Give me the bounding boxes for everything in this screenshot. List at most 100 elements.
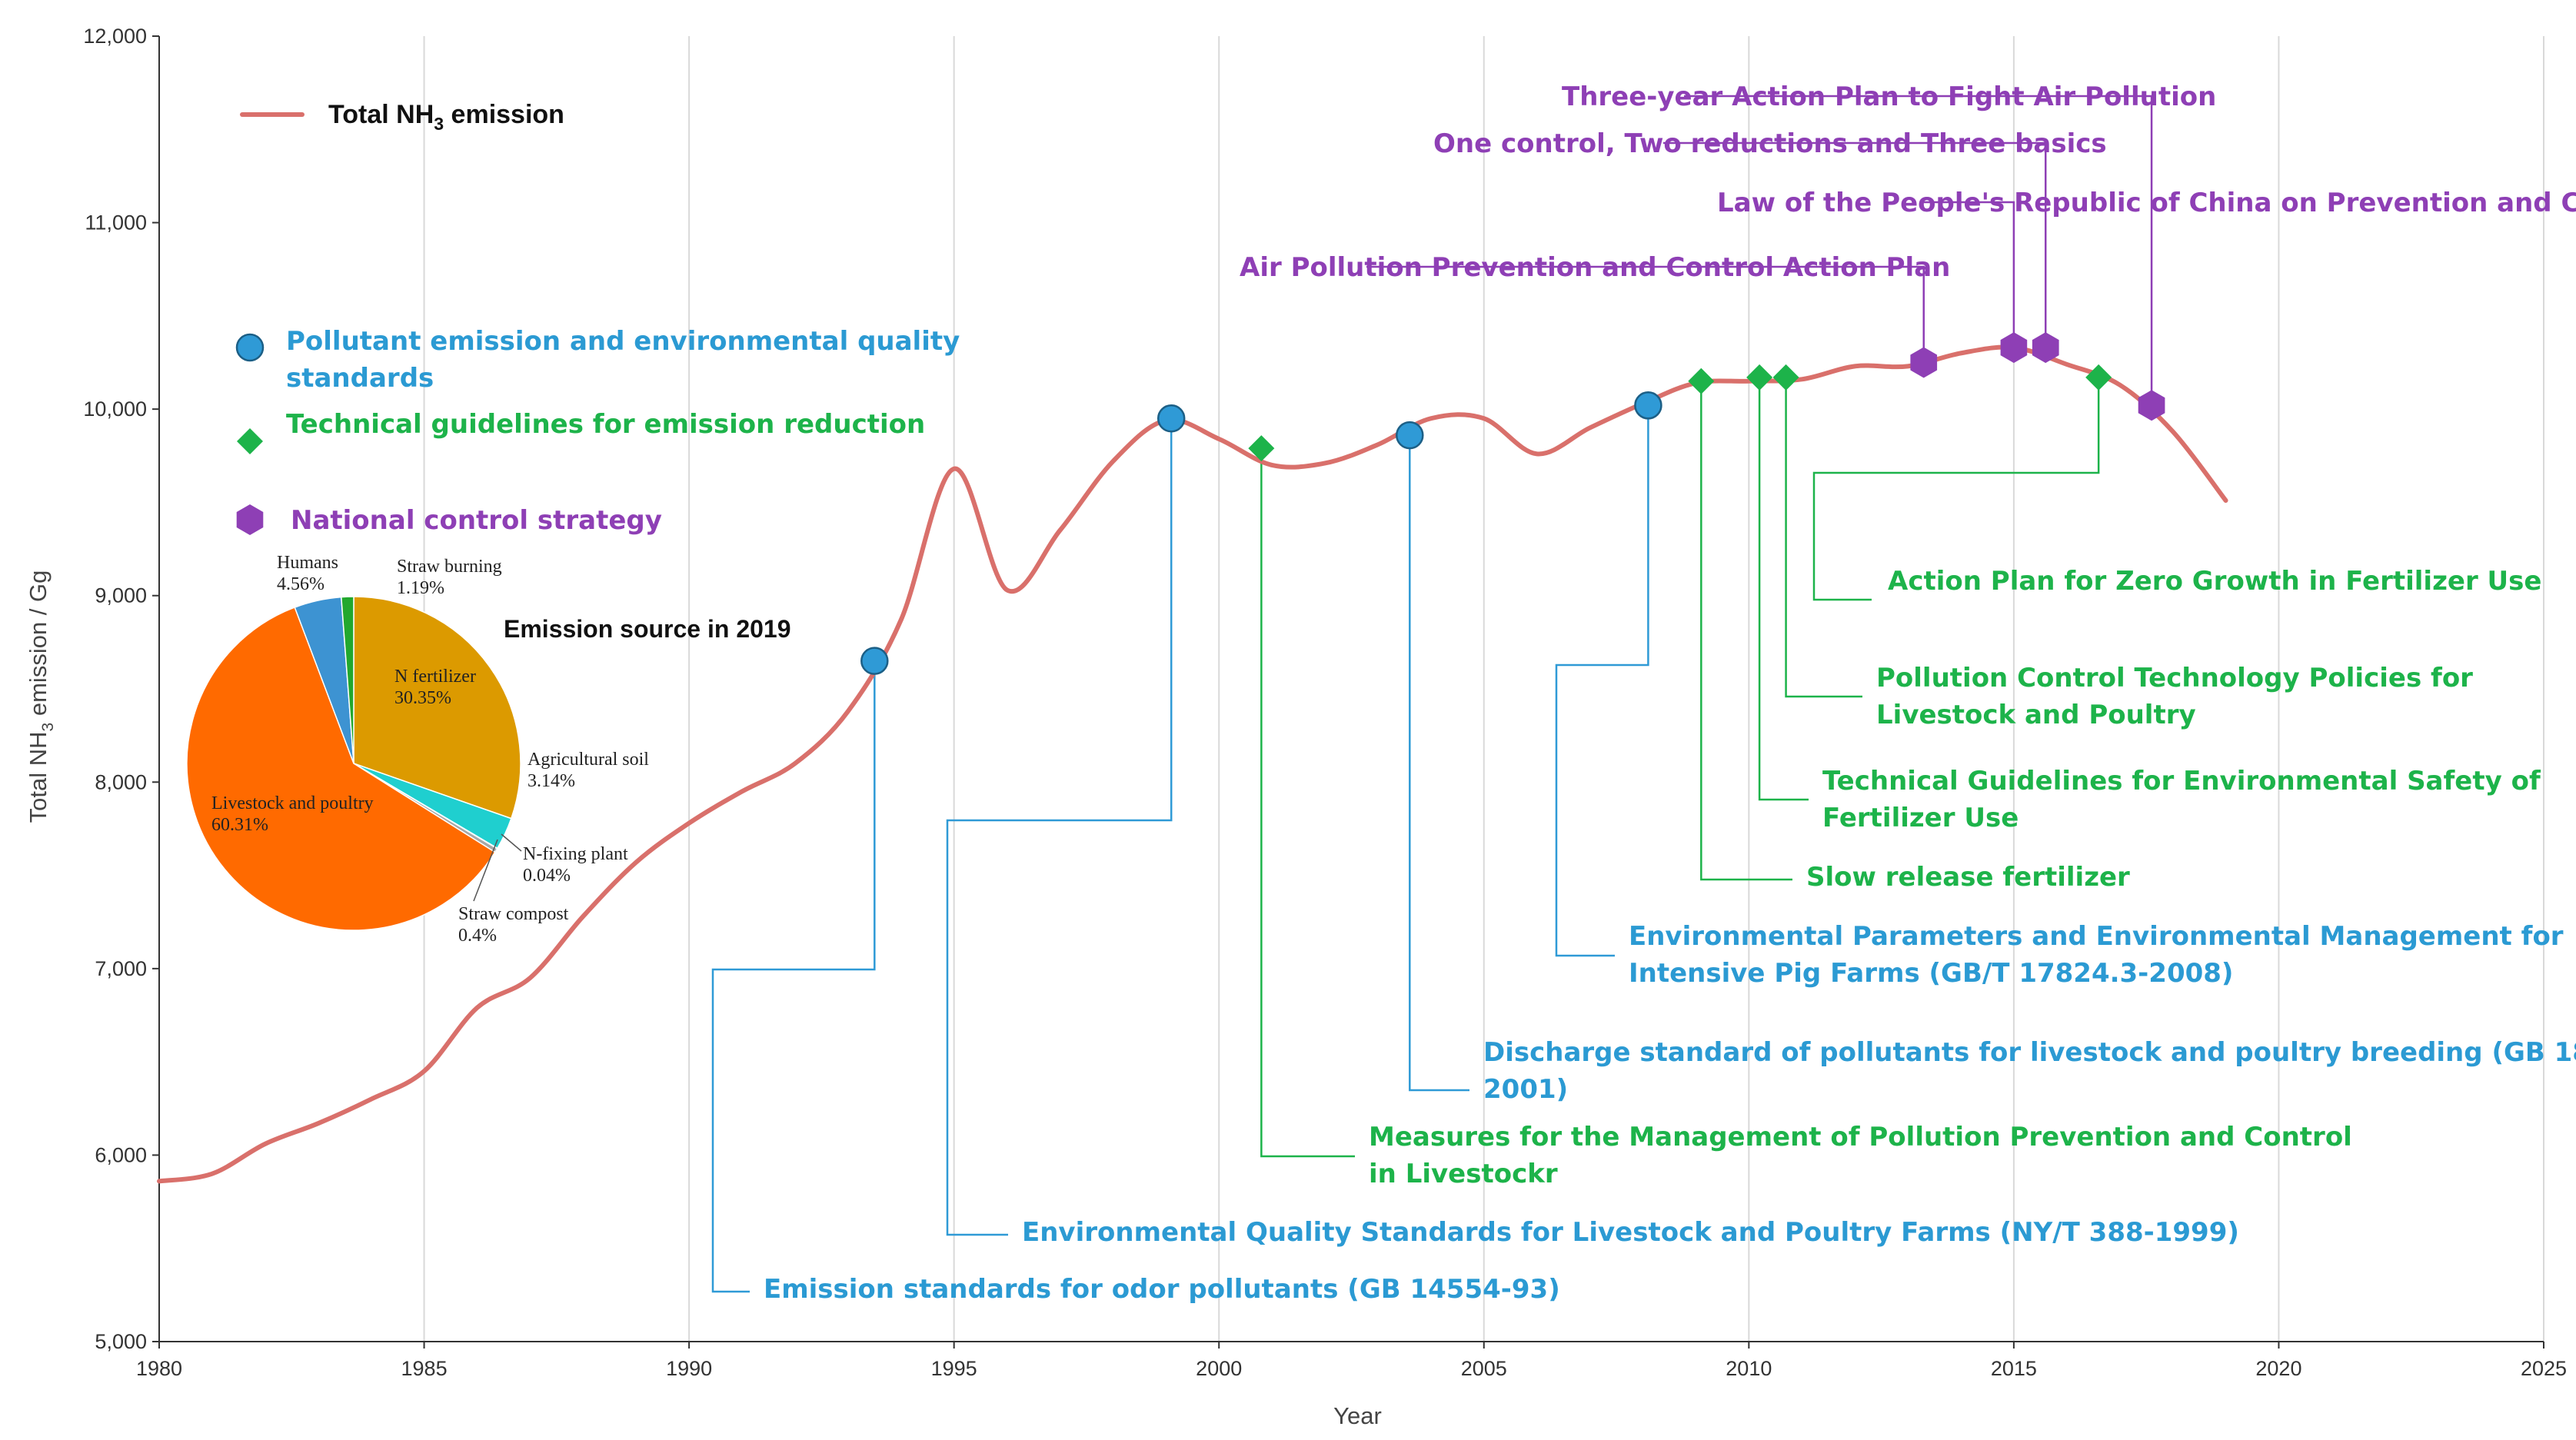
x-tick-label: 2025 bbox=[2521, 1357, 2567, 1380]
annotation-label-5: Environmental Parameters and Environment… bbox=[1629, 921, 2564, 952]
standards-marker-4 bbox=[1396, 421, 1424, 450]
x-tick-label: 1995 bbox=[931, 1357, 977, 1380]
pie-label-2: Agricultural soil bbox=[528, 750, 649, 770]
pie-leader-4 bbox=[473, 839, 498, 902]
pie-pct-3: 0.04% bbox=[523, 866, 571, 886]
legend-guidelines-marker bbox=[237, 428, 263, 454]
strategy-marker-10 bbox=[1910, 347, 1938, 378]
guidelines-marker-8 bbox=[1772, 364, 1799, 391]
y-tick-label: 7,000 bbox=[95, 957, 147, 980]
standards-marker-5 bbox=[1634, 391, 1662, 420]
annotation-label-4: Discharge standard of pollutants for liv… bbox=[1483, 1037, 2576, 1068]
connector-5 bbox=[1555, 405, 1649, 957]
y-tick-label: 8,000 bbox=[95, 770, 147, 793]
pie-slice-7 bbox=[340, 596, 354, 764]
strategy-marker-11 bbox=[2000, 332, 2028, 364]
x-tick-label: 1980 bbox=[136, 1357, 182, 1380]
pie-slice-5 bbox=[186, 607, 496, 931]
strategy-marker-12 bbox=[2032, 332, 2059, 364]
legend-standards-label: standards bbox=[286, 363, 434, 394]
guidelines-marker-9 bbox=[2085, 364, 2112, 391]
pie-label-1: N fertilizer bbox=[394, 667, 476, 687]
connector-1 bbox=[711, 660, 876, 1293]
x-tick-label: 1990 bbox=[666, 1357, 712, 1380]
connector-11 bbox=[1922, 201, 2015, 348]
y-axis-title: Total NH3 emission / Gg bbox=[25, 570, 57, 823]
guidelines-marker-3 bbox=[1248, 435, 1275, 462]
x-tick-label: 2000 bbox=[1196, 1357, 1242, 1380]
pie-title: Emission source in 2019 bbox=[504, 615, 791, 643]
standards-marker-1 bbox=[860, 647, 889, 675]
connector-10 bbox=[1366, 265, 1925, 363]
pie-label-3: N-fixing plant bbox=[523, 844, 628, 864]
annotation-label-5: Intensive Pig Farms (GB/T 17824.3-2008) bbox=[1629, 958, 2233, 989]
annotation-label-10: Air Pollution Prevention and Control Act… bbox=[1240, 252, 1950, 283]
annotation-labels: Emission standards for odor pollutants (… bbox=[764, 81, 2576, 1305]
annotation-label-11: Law of the People's Republic of China on… bbox=[1717, 188, 2576, 218]
y-tick-label: 6,000 bbox=[95, 1143, 147, 1166]
legend-guidelines-label: Technical guidelines for emission reduct… bbox=[286, 409, 925, 440]
connector-2 bbox=[946, 418, 1173, 1236]
annotation-connectors bbox=[711, 95, 2153, 1293]
x-tick-label: 2015 bbox=[1991, 1357, 2037, 1380]
annotation-label-3: in Livestockr bbox=[1369, 1159, 1558, 1189]
pie-pct-5: 60.31% bbox=[211, 815, 268, 835]
x-tick-label: 2010 bbox=[1726, 1357, 1772, 1380]
pie-leader-3 bbox=[501, 833, 522, 852]
pie-label-4: Straw compost bbox=[458, 904, 569, 924]
inset-pie-chart: Emission source in 2019 N fertilizer30.35… bbox=[186, 553, 791, 946]
guidelines-marker-7 bbox=[1746, 364, 1773, 391]
annotation-label-7: Fertilizer Use bbox=[1822, 803, 2019, 833]
legend-standards-marker bbox=[235, 333, 265, 362]
emission-line-series bbox=[157, 344, 2228, 1184]
x-tick-label: 1985 bbox=[401, 1357, 448, 1380]
legend-standards-label: Pollutant emission and environmental qua… bbox=[286, 326, 960, 357]
connector-9 bbox=[1812, 377, 2100, 601]
legend: Total NH3 emission Pollutant emission and… bbox=[235, 100, 960, 536]
emission-line bbox=[157, 344, 2228, 1184]
annotation-label-4: 2001) bbox=[1483, 1074, 1568, 1105]
x-tick-label: 2005 bbox=[1461, 1357, 1507, 1380]
y-tick-label: 5,000 bbox=[95, 1330, 147, 1353]
standards-marker-2 bbox=[1157, 404, 1186, 433]
pie-pct-7: 1.19% bbox=[397, 578, 444, 598]
connector-8 bbox=[1785, 377, 1862, 698]
pie-pct-1: 30.35% bbox=[394, 688, 451, 708]
legend-strategy-marker bbox=[236, 504, 264, 535]
annotation-label-3: Measures for the Management of Pollution… bbox=[1369, 1122, 2352, 1152]
connector-7 bbox=[1758, 377, 1809, 801]
connector-4 bbox=[1409, 435, 1469, 1092]
pie-pct-2: 3.14% bbox=[528, 771, 575, 791]
y-tick-label: 11,000 bbox=[85, 211, 147, 234]
legend-line-label: Total NH3 emission bbox=[328, 100, 564, 134]
annotation-label-13: Three-year Action Plan to Fight Air Poll… bbox=[1562, 81, 2216, 112]
x-tick-label: 2020 bbox=[2255, 1357, 2301, 1380]
annotation-label-12: One control, Two reductions and Three ba… bbox=[1433, 128, 2107, 159]
x-axis-title: Year bbox=[1333, 1402, 1382, 1429]
y-tick-label: 9,000 bbox=[95, 584, 147, 607]
pie-label-7: Straw burning bbox=[397, 557, 502, 577]
guidelines-marker-6 bbox=[1688, 367, 1715, 394]
pie-slice-1 bbox=[353, 596, 521, 820]
connector-6 bbox=[1700, 381, 1792, 881]
axes: 1980 1985 1990 1995 2000 2005 2010 2015 2020 2025… bbox=[25, 25, 2567, 1429]
annotation-label-6: Slow release fertilizer bbox=[1806, 862, 2130, 893]
event-markers bbox=[860, 332, 2165, 675]
connector-12 bbox=[1663, 141, 2047, 348]
connector-3 bbox=[1260, 448, 1355, 1158]
y-tick-label: 10,000 bbox=[83, 397, 147, 421]
strategy-marker-13 bbox=[2138, 390, 2165, 421]
annotation-label-8: Pollution Control Technology Policies fo… bbox=[1876, 663, 2473, 693]
connector-13 bbox=[1684, 95, 2153, 406]
annotation-label-7: Technical Guidelines for Environmental S… bbox=[1822, 766, 2541, 796]
pie-pct-6: 4.56% bbox=[277, 574, 324, 594]
annotation-label-8: Livestock and Poultry bbox=[1876, 700, 2196, 730]
pie-pct-4: 0.4% bbox=[458, 926, 497, 946]
y-tick-label: 12,000 bbox=[83, 25, 147, 48]
legend-strategy-label: National control strategy bbox=[291, 505, 662, 536]
annotation-label-1: Emission standards for odor pollutants (… bbox=[764, 1274, 1560, 1305]
pie-label-5: Livestock and poultry bbox=[211, 793, 374, 813]
pie-label-6: Humans bbox=[277, 553, 338, 573]
annotation-label-2: Environmental Quality Standards for Live… bbox=[1022, 1217, 2239, 1248]
